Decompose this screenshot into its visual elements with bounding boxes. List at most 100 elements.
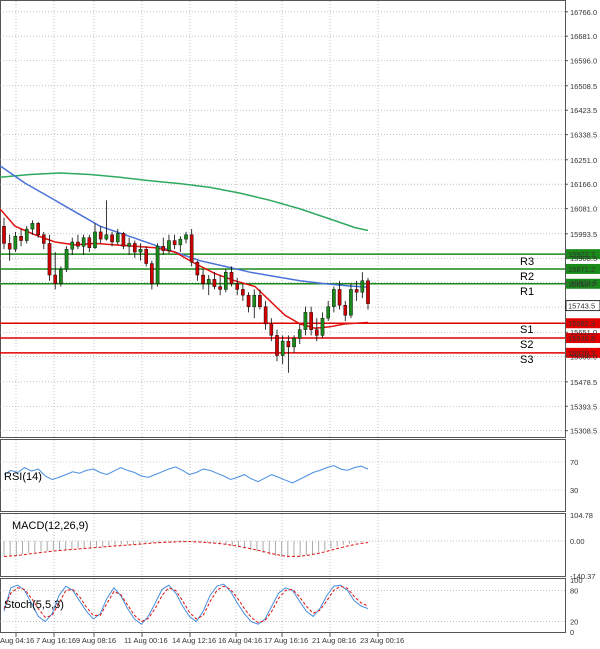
stoch-d-line bbox=[3, 585, 369, 624]
level-value-r1: 15819.7 bbox=[568, 280, 595, 289]
macd-panel bbox=[0, 513, 566, 577]
level-name-s1: S1 bbox=[520, 324, 533, 336]
price-tick-label: 16681.0 bbox=[570, 32, 597, 41]
level-value-r3: 15922.7 bbox=[568, 250, 595, 259]
time-tick-label: 7 Aug 16:16 bbox=[36, 636, 76, 645]
time-tick-label: 9 Aug 08:16 bbox=[76, 636, 116, 645]
price-tick-label: 15308.5 bbox=[570, 427, 597, 436]
level-tag-s2 bbox=[566, 333, 600, 344]
time-tick-label: 16 Aug 04:16 bbox=[218, 636, 262, 645]
rsi-tick-label: 70 bbox=[570, 458, 578, 467]
price-tick-label: 16766.0 bbox=[570, 8, 597, 17]
candle-body bbox=[24, 228, 29, 241]
price-tick-label: 16596.0 bbox=[570, 57, 597, 66]
level-name-s3: S3 bbox=[520, 354, 533, 366]
candle-body bbox=[167, 240, 171, 251]
candle-body bbox=[297, 329, 302, 339]
candle-body bbox=[246, 294, 251, 307]
candle-body bbox=[144, 248, 148, 264]
macd-label: MACD(12,26,9) bbox=[12, 520, 88, 532]
candle-body bbox=[42, 234, 46, 244]
candle-body bbox=[127, 243, 131, 247]
pivot-levels: R3 15922.7 R2 15871.2 R1 15819.7 S1 15682.3 S2 15… bbox=[0, 249, 600, 366]
candle-body bbox=[252, 294, 257, 307]
rsi-line bbox=[3, 464, 369, 484]
candle-body bbox=[53, 274, 57, 284]
macd-tick-label: 0.00 bbox=[570, 537, 585, 546]
level-tag-s1 bbox=[566, 318, 600, 329]
rsi-panel bbox=[0, 439, 566, 512]
candle-body bbox=[224, 271, 228, 290]
candles bbox=[2, 200, 370, 373]
price-panel bbox=[0, 0, 566, 438]
level-tag-r3 bbox=[566, 249, 600, 260]
candle-body bbox=[354, 289, 359, 293]
candle-body bbox=[87, 237, 92, 248]
candle-body bbox=[292, 338, 296, 348]
price-tick-label: 15651.0 bbox=[570, 328, 597, 337]
stoch-tick-label: 100 bbox=[570, 576, 583, 585]
candle-body bbox=[343, 305, 348, 316]
current-price-value: 15743.5 bbox=[568, 302, 595, 311]
candle-body bbox=[13, 236, 18, 250]
current-price-tag bbox=[565, 300, 600, 312]
candle-body bbox=[76, 241, 80, 247]
price-tick-label: 16251.0 bbox=[570, 156, 597, 165]
candle-body bbox=[320, 317, 325, 336]
candle-body bbox=[98, 231, 103, 240]
level-name-r2: R2 bbox=[520, 271, 534, 283]
candle-body bbox=[189, 234, 194, 263]
candle-body bbox=[47, 243, 52, 276]
candle-body bbox=[2, 225, 6, 244]
candle-body bbox=[70, 241, 75, 250]
price-tick-label: 16338.5 bbox=[570, 131, 597, 140]
candle-body bbox=[19, 236, 23, 241]
time-tick-label: 17 Aug 16:16 bbox=[264, 636, 308, 645]
price-tick-label: 16081.0 bbox=[570, 205, 597, 214]
candle-body bbox=[337, 289, 342, 306]
macd-tick-label: 104.78 bbox=[570, 511, 593, 520]
candle-body bbox=[332, 289, 336, 307]
candle-body bbox=[309, 312, 313, 330]
candle-body bbox=[59, 269, 63, 284]
time-tick-label: 14 Aug 12:16 bbox=[172, 636, 216, 645]
level-value-r2: 15871.2 bbox=[568, 265, 595, 274]
macd-tick-label: -140.37 bbox=[570, 572, 595, 581]
level-tag-s3 bbox=[566, 347, 600, 358]
price-tick-label: 15566.0 bbox=[570, 353, 597, 362]
candle-body bbox=[263, 306, 268, 325]
candle-body bbox=[93, 231, 97, 248]
candle-body bbox=[275, 335, 279, 356]
candle-body bbox=[161, 246, 166, 251]
candle-body bbox=[360, 280, 365, 293]
candle-body bbox=[286, 340, 291, 348]
candle-body bbox=[241, 289, 245, 296]
time-tick-label: 23 Aug 00:16 bbox=[360, 636, 404, 645]
price-tick-label: 16423.5 bbox=[570, 106, 597, 115]
candle-body bbox=[229, 271, 234, 284]
level-tag-r1 bbox=[566, 278, 600, 289]
stoch-k-line bbox=[3, 583, 369, 625]
candle-body bbox=[269, 323, 274, 336]
time-tick-label: Aug 04:16 bbox=[0, 636, 34, 645]
stoch-panel bbox=[0, 578, 566, 633]
time-tick-label: 11 Aug 00:16 bbox=[124, 636, 168, 645]
candle-body bbox=[121, 233, 126, 247]
level-tag-r2 bbox=[566, 263, 600, 274]
price-tick-label: 15478.5 bbox=[570, 378, 597, 387]
price-tick-label: 16508.5 bbox=[570, 82, 597, 91]
candle-body bbox=[64, 248, 69, 270]
candle-body bbox=[172, 240, 177, 246]
candle-body bbox=[30, 223, 35, 230]
candle-body bbox=[81, 237, 86, 247]
candle-body bbox=[7, 243, 12, 250]
time-axis: Aug 04:16 7 Aug 16:16 9 Aug 08:16 11 Aug 00… bbox=[0, 633, 404, 645]
price-tick-label: 15393.5 bbox=[570, 402, 597, 411]
candle-body bbox=[258, 294, 262, 307]
candle-body bbox=[115, 233, 120, 243]
candle-body bbox=[133, 243, 137, 253]
candle-body bbox=[110, 234, 114, 243]
level-value-s1: 15682.3 bbox=[568, 319, 595, 328]
level-name-s2: S2 bbox=[520, 339, 533, 351]
